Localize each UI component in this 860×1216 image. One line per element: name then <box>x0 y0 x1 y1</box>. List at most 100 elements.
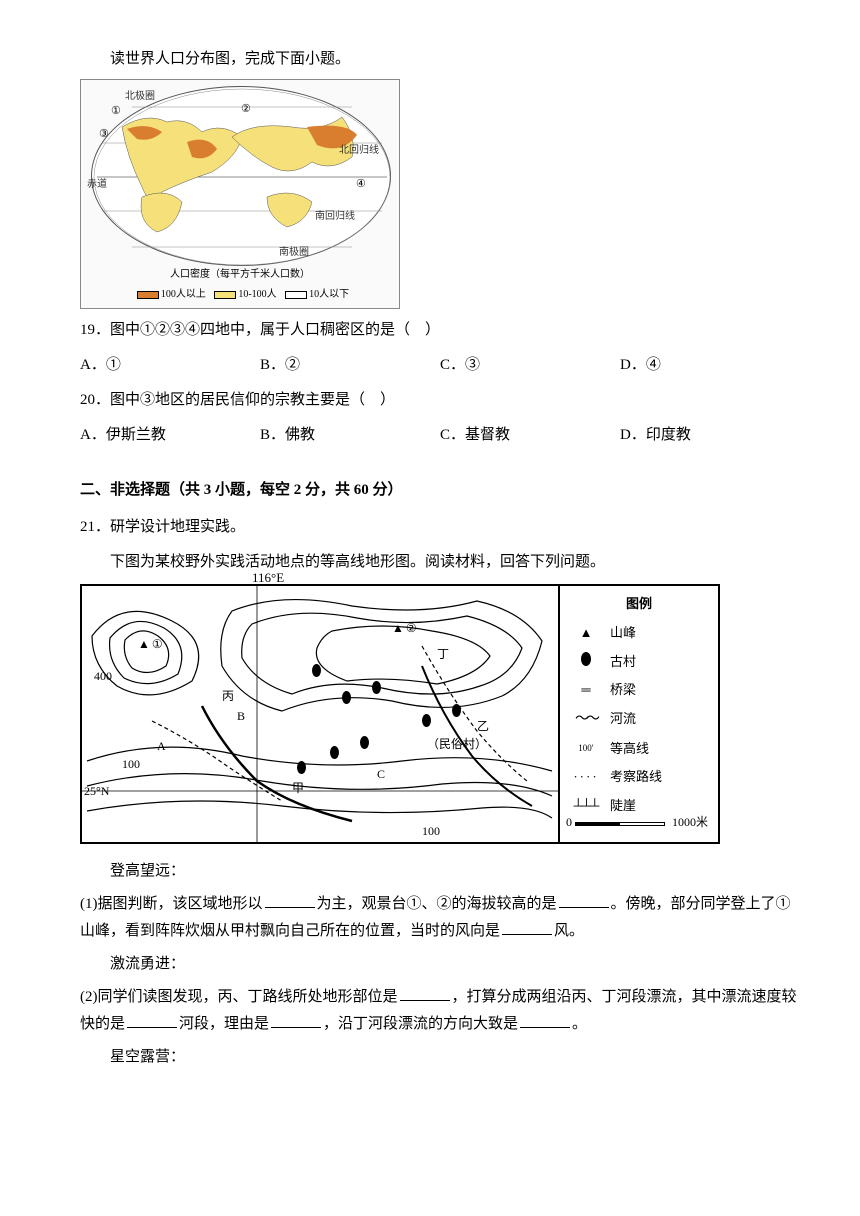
legend-b: 10-100人 <box>238 289 276 300</box>
q21-h2: 激流勇进： <box>80 951 800 978</box>
label-B: B <box>237 706 245 728</box>
blank-5[interactable] <box>127 1013 177 1028</box>
marker-2: ② <box>241 100 251 120</box>
topo-legend: 图例 山峰 古村 桥梁 ～～河流 100′等高线 ····考察路线 ┴┴┴陡崖 … <box>560 586 718 842</box>
swatch-mid <box>214 291 236 299</box>
village-3 <box>360 736 369 749</box>
blank-6[interactable] <box>271 1013 321 1028</box>
q19-num: 19． <box>80 322 110 338</box>
q19-opt-b[interactable]: B．② <box>260 352 440 379</box>
swatch-high <box>137 291 159 299</box>
q21-p1: (1)据图判断，该区域地形以为主，观景台①、②的海拔较高的是。傍晚，部分同学登上… <box>80 891 800 945</box>
village-icon <box>568 650 604 673</box>
q19: 19．图中①②③④四地中，属于人口稠密区的是（ ） <box>80 317 800 344</box>
village-7 <box>422 714 431 727</box>
q19-options: A．① B．② C．③ D．④ <box>80 352 800 379</box>
q19-opt-a[interactable]: A．① <box>80 352 260 379</box>
lat-antarctic: 南极圈 <box>279 244 309 262</box>
q20: 20．图中③地区的居民信仰的宗教主要是（ ） <box>80 387 800 414</box>
legend-title: 人口密度（每平方千米人口数） <box>81 266 399 284</box>
q20-text: 图中③地区的居民信仰的宗教主要是（ ） <box>110 392 395 408</box>
scale-len: 1000米 <box>672 815 708 829</box>
q21-p2d: ，沿丁河段漂流的方向大致是 <box>323 1016 518 1032</box>
q21-subtitle: 下图为某校野外实践活动地点的等高线地形图。阅读材料，回答下列问题。 <box>80 549 800 576</box>
peak-2: ② <box>392 618 417 640</box>
legend-river: ～～河流 <box>568 707 710 732</box>
legend-a: 100人以上 <box>161 289 206 300</box>
river-icon: ～～ <box>568 707 604 732</box>
label-C: C <box>377 764 385 786</box>
blank-1[interactable] <box>265 893 315 908</box>
lat-tropic-s: 南回归线 <box>315 208 355 226</box>
q19-text: 图中①②③④四地中，属于人口稠密区的是（ ） <box>110 322 440 338</box>
q20-opt-d[interactable]: D．印度教 <box>620 422 800 449</box>
lat-arctic: 北极圈 <box>125 88 155 106</box>
contour-svg <box>82 586 560 842</box>
q20-opt-a[interactable]: A．伊斯兰教 <box>80 422 260 449</box>
q20-options: A．伊斯兰教 B．佛教 C．基督教 D．印度教 <box>80 422 800 449</box>
blank-4[interactable] <box>400 986 450 1001</box>
world-map: ① ② ③ ④ 北回归线 赤道 南回归线 南极圈 北极圈 人口密度（每平方千米人… <box>80 79 400 309</box>
blank-7[interactable] <box>520 1013 570 1028</box>
q19-opt-d[interactable]: D．④ <box>620 352 800 379</box>
q21-num: 21． <box>80 519 110 535</box>
legend-village: 古村 <box>568 650 710 673</box>
village-yi <box>452 704 461 717</box>
legend-bridge: 桥梁 <box>568 678 710 701</box>
blank-3[interactable] <box>502 920 552 935</box>
contour-icon: 100′ <box>568 740 604 756</box>
q21-h3: 星空露营： <box>80 1044 800 1071</box>
label-ding: 丁 <box>437 644 449 666</box>
q21-p2a: (2)同学们读图发现，丙、丁路线所处地形部位是 <box>80 989 398 1005</box>
legend-peak: 山峰 <box>568 621 710 644</box>
elev-100b: 100 <box>422 821 440 843</box>
map-intro: 读世界人口分布图，完成下面小题。 <box>80 46 800 73</box>
scale-zero: 0 <box>566 815 572 829</box>
q21-title: 研学设计地理实践。 <box>110 519 245 535</box>
village-2 <box>330 746 339 759</box>
legend-contour: 100′等高线 <box>568 737 710 760</box>
world-map-figure: ① ② ③ ④ 北回归线 赤道 南回归线 南极圈 北极圈 人口密度（每平方千米人… <box>80 79 800 309</box>
legend-c: 10人以下 <box>309 289 349 300</box>
village-4 <box>342 691 351 704</box>
village-jia <box>297 761 306 774</box>
swatch-low <box>285 291 307 299</box>
village-6 <box>312 664 321 677</box>
label-jia: 甲 <box>292 778 304 800</box>
q20-num: 20． <box>80 392 110 408</box>
q20-opt-b[interactable]: B．佛教 <box>260 422 440 449</box>
topo-main: ① ② 400 100 100 A B C 丙 丁 甲 乙 （民俗村） 25°N <box>82 586 560 842</box>
route-icon: ···· <box>568 765 604 788</box>
legend-route: ····考察路线 <box>568 765 710 788</box>
q21-p1a: (1)据图判断，该区域地形以 <box>80 896 263 912</box>
marker-4: ④ <box>356 175 366 195</box>
elev-400: 400 <box>94 666 112 688</box>
blank-2[interactable] <box>559 893 609 908</box>
lat-tropic-n: 北回归线 <box>339 142 379 160</box>
q19-opt-c[interactable]: C．③ <box>440 352 620 379</box>
peak-1: ① <box>138 634 163 656</box>
label-A: A <box>157 736 166 758</box>
q20-opt-c[interactable]: C．基督教 <box>440 422 620 449</box>
scale-bar-graphic <box>575 822 665 826</box>
elev-100a: 100 <box>122 754 140 776</box>
peak-icon <box>568 621 604 644</box>
q21-p2: (2)同学们读图发现，丙、丁路线所处地形部位是，打算分成两组沿丙、丁河段漂流，其… <box>80 984 800 1038</box>
q21-p1d: 风。 <box>554 923 584 939</box>
q21-h1: 登高望远： <box>80 858 800 885</box>
label-minsu: （民俗村） <box>427 734 487 756</box>
bridge-icon <box>568 678 604 701</box>
q21-p2e: 。 <box>572 1016 587 1032</box>
marker-1: ① <box>111 102 121 122</box>
map-legend: 人口密度（每平方千米人口数） 100人以上 10-100人 10人以下 <box>81 266 399 304</box>
lat-label: 25°N <box>84 781 109 803</box>
label-bing: 丙 <box>222 686 234 708</box>
section-2-title: 二、非选择题（共 3 小题，每空 2 分，共 60 分） <box>80 477 800 504</box>
q21-p2c: 河段，理由是 <box>179 1016 269 1032</box>
marker-3: ③ <box>99 125 109 145</box>
q21-p1b: 为主，观景台①、②的海拔较高的是 <box>317 896 557 912</box>
topo-figure: 116°E ① ② 400 100 <box>80 584 720 844</box>
scale-bar: 0 1000米 <box>566 812 708 834</box>
topo-legend-title: 图例 <box>568 592 710 615</box>
q21-header: 21．研学设计地理实践。 <box>80 514 800 541</box>
